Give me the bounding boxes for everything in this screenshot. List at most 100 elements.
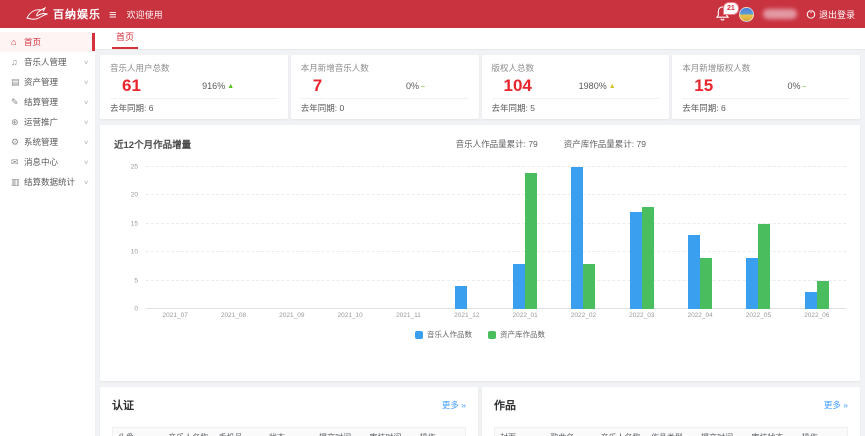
chart-summaries: 音乐人作品量累计: 79 资产库作品量累计: 79 <box>456 138 646 150</box>
sidebar-item-label: 首页 <box>24 37 42 47</box>
chart-yaxis: 0 5 10 15 20 25 <box>114 163 146 313</box>
x-tick-label: 2021_09 <box>279 312 305 319</box>
logout-button[interactable]: 退出登录 <box>806 8 855 21</box>
bar-group-2021_08 <box>204 167 262 309</box>
more-link-certification[interactable]: 更多 » <box>441 400 466 410</box>
legend-item-资产库作品数[interactable]: 资产库作品数 <box>488 329 545 340</box>
sidebar-item-5[interactable]: ⚙ 系统管理 ∨ <box>0 132 95 152</box>
chevron-down-icon: ∨ <box>82 119 89 126</box>
header-right: 21 退出登录 <box>715 2 865 22</box>
sidebar-item-6[interactable]: ✉ 消息中心 ∨ <box>0 152 95 172</box>
stat-value: 61 <box>122 76 141 95</box>
chevron-down-icon: ∨ <box>82 159 89 166</box>
brand-name: 百纳娱乐 <box>53 9 101 21</box>
sidebar-item-3[interactable]: ✎ 结算管理 ∨ <box>0 92 95 112</box>
bar-音乐人作品数-2022_03 <box>629 212 642 309</box>
sidebar-item-label: 系统管理 <box>24 137 59 147</box>
bar-group-2022_04 <box>671 167 729 309</box>
x-tick-label: 2021_10 <box>337 312 363 319</box>
bar-group-2022_03 <box>613 167 671 309</box>
bar-groups <box>146 167 846 309</box>
sidebar-item-2[interactable]: ▤ 资产管理 ∨ <box>0 72 95 92</box>
x-tick-label: 2022_04 <box>687 312 713 319</box>
y-tick-label: 0 <box>134 305 138 313</box>
stat-cards-row: 音乐人用户总数 61 916% ▲ 去年同期: 6 本月新增音乐人数 7 0% – … <box>100 55 860 119</box>
chevron-down-icon: ∨ <box>82 79 89 86</box>
column-header: 封面 <box>495 428 545 436</box>
y-tick-label: 25 <box>130 163 138 171</box>
stat-trend: 0% – <box>405 81 425 91</box>
x-tick-label: 2022_02 <box>570 312 597 319</box>
chart-xaxis: 2021_07 2021_08 2021_09 2021_10 2021_11 2021_… <box>146 312 846 319</box>
bar-group-2022_02 <box>554 167 612 309</box>
promotion-icon: ⊕ <box>11 116 19 127</box>
bar-group-2021_12 <box>438 167 496 309</box>
stat-trend: 0% – <box>787 81 807 91</box>
bar-chart-icon: ▥ <box>11 176 20 187</box>
bar-资产库作品数-2022_03 <box>641 206 654 309</box>
sidebar-nav: ⌂ 首页 ♫ 音乐人管理 ∨ ▤ 资产管理 ∨ ✎ 结算管理 ∨ ⊕ 运营推广 ∨ ⚙ 系统管理 ∨ ✉ 消息中心 ∨… <box>0 28 95 436</box>
legend-swatch-icon <box>488 330 496 339</box>
x-tick-label: 2022_06 <box>804 312 830 319</box>
stat-compare: 去年同期: 0 <box>300 98 469 114</box>
sidebar-item-4[interactable]: ⊕ 运营推广 ∨ <box>0 112 95 132</box>
stat-compare: 去年同期: 5 <box>491 98 660 114</box>
stat-card-rightsholders-total: 版权人总数 104 1980% ▲ 去年同期: 5 <box>481 55 670 119</box>
chevron-down-icon: ∨ <box>82 59 89 66</box>
chevron-down-icon: ∨ <box>82 179 89 186</box>
panel-works: 作品 更多 » 封面歌曲名音乐人名称作品类型提交时间审核状态操作 <box>482 387 860 436</box>
more-link-works[interactable]: 更多 » <box>823 400 848 410</box>
stat-card-musicians-new: 本月新增音乐人数 7 0% – 去年同期: 0 <box>290 55 479 119</box>
notification-badge: 21 <box>722 2 739 15</box>
column-header: 状态 <box>264 428 314 436</box>
y-tick-label: 5 <box>134 277 138 285</box>
tab-bar: 首页 <box>95 28 865 50</box>
column-header: 头像 <box>113 428 163 436</box>
tab-home[interactable]: 首页 <box>110 30 140 49</box>
bar-group-2022_05 <box>729 167 787 309</box>
stat-value: 7 <box>312 76 323 95</box>
y-tick-label: 15 <box>130 220 138 228</box>
panel-title: 作品 <box>494 400 516 412</box>
bar-音乐人作品数-2022_04 <box>688 235 701 309</box>
sidebar-item-label: 结算数据统计 <box>24 177 76 187</box>
sidebar-item-1[interactable]: ♫ 音乐人管理 ∨ <box>0 52 95 72</box>
gridline <box>146 308 846 309</box>
gridline <box>146 222 846 224</box>
stat-card-musicians-total: 音乐人用户总数 61 916% ▲ 去年同期: 6 <box>100 55 288 119</box>
trend-arrow-icon: – <box>420 82 425 90</box>
stat-trend: 916% ▲ <box>202 81 235 91</box>
table-header-works: 封面歌曲名音乐人名称作品类型提交时间审核状态操作 <box>494 427 848 436</box>
brand: 百纳娱乐 <box>0 6 100 22</box>
legend-item-音乐人作品数[interactable]: 音乐人作品数 <box>415 329 472 340</box>
sidebar-item-7[interactable]: ▥ 结算数据统计 ∨ <box>0 172 95 192</box>
sidebar-item-label: 运营推广 <box>24 117 59 127</box>
bottom-panels-row: 认证 更多 » 头像音乐人名称手机号状态提交时间审核时间操作 作品 更多 » 封… <box>100 387 860 436</box>
trend-arrow-icon: ▲ <box>227 82 235 90</box>
trend-arrow-icon: – <box>802 82 807 90</box>
bar-音乐人作品数-2022_02 <box>571 167 584 309</box>
user-avatar[interactable] <box>738 6 754 22</box>
bar-group-2021_11 <box>379 167 437 309</box>
sidebar-item-0[interactable]: ⌂ 首页 <box>0 32 95 52</box>
y-tick-label: 10 <box>130 248 138 256</box>
stat-title: 音乐人用户总数 <box>110 63 170 73</box>
bar-group-2021_10 <box>321 167 379 309</box>
swallow-logo-icon <box>26 7 48 20</box>
sidebar-item-label: 资产管理 <box>24 77 59 87</box>
bar-group-2021_09 <box>263 167 321 309</box>
column-header: 歌曲名 <box>545 428 595 436</box>
bar-资产库作品数-2022_04 <box>700 257 713 309</box>
bar-资产库作品数-2022_06 <box>816 280 829 309</box>
settlement-icon: ✎ <box>11 96 19 107</box>
stat-compare: 去年同期: 6 <box>682 98 850 114</box>
chart-title: 近12个月作品增量 <box>114 140 192 151</box>
stat-title: 本月新增音乐人数 <box>300 63 369 73</box>
main-content: 音乐人用户总数 61 916% ▲ 去年同期: 6 本月新增音乐人数 7 0% – … <box>95 50 865 436</box>
collapse-menu-icon[interactable]: ≡ <box>109 6 117 22</box>
sidebar-item-label: 结算管理 <box>24 97 59 107</box>
column-header: 作品类型 <box>646 428 696 436</box>
trend-arrow-icon: ▲ <box>608 82 616 90</box>
bar-资产库作品数-2022_05 <box>758 223 771 309</box>
notification-bell-icon[interactable]: 21 <box>715 2 739 22</box>
